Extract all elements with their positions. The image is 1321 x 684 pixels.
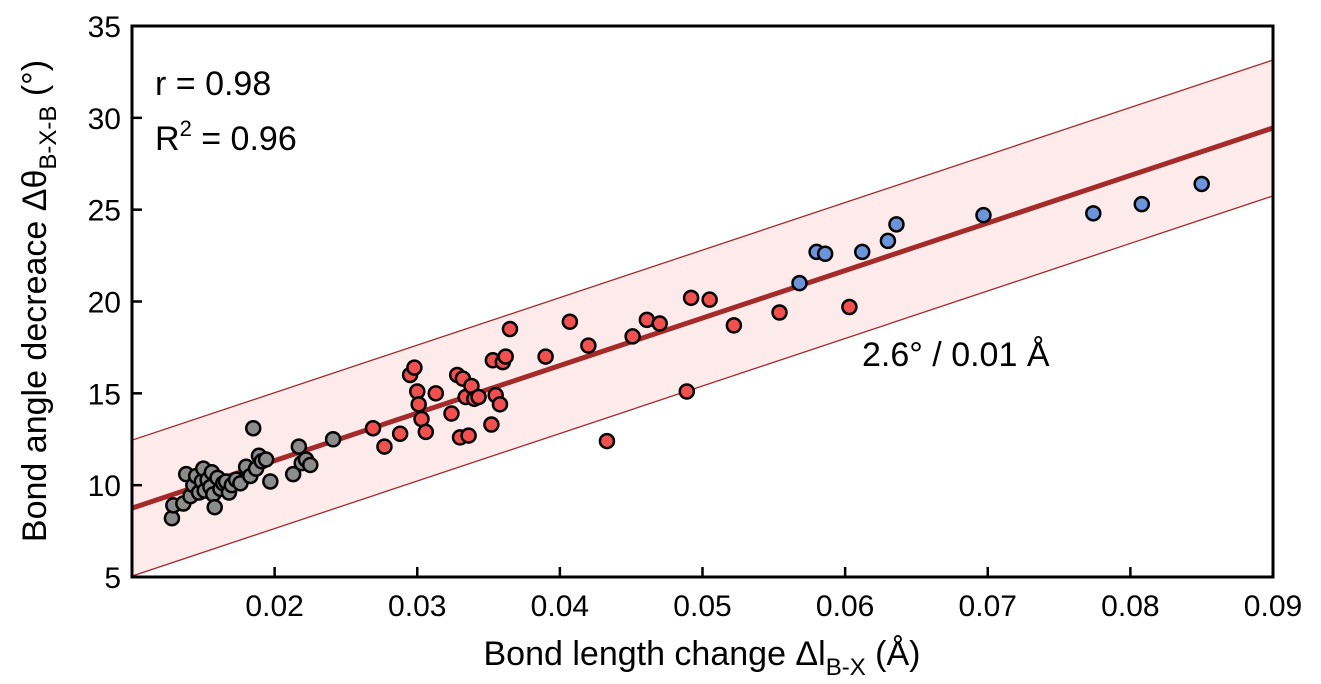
y-tick-label: 5 [104, 562, 121, 595]
data-point-red [491, 396, 509, 413]
data-point-gray [262, 473, 279, 490]
data-point-gray [284, 465, 302, 483]
data-point-blue [879, 232, 897, 250]
data-point-red [580, 337, 597, 354]
data-point-red [701, 291, 718, 308]
data-point-red [497, 348, 514, 365]
axis-ticks: 0.02 0.03 0.04 0.05 0.06 0.07 0.08 0.09 5 10 15 20 2… [88, 11, 1303, 623]
data-point-gray [206, 498, 223, 516]
data-point-blue [1193, 175, 1210, 193]
r-annotation: r = 0.98 [155, 65, 271, 103]
y-axis-label: Bond angle decreace ΔθB-X-B (°) [16, 60, 62, 542]
data-point-blue [816, 245, 834, 262]
data-point-blue [791, 274, 808, 292]
x-tick-label: 0.09 [1244, 590, 1302, 623]
data-point-red [678, 383, 696, 400]
x-axis-label: Bond length change ΔlB-X (Å) [484, 635, 921, 681]
data-point-red [417, 423, 435, 441]
data-point-blue [1133, 195, 1151, 213]
x-tick-label: 0.03 [388, 590, 446, 623]
x-tick-label: 0.08 [1101, 590, 1159, 623]
data-point-blue [1085, 205, 1102, 222]
x-tick-label: 0.06 [816, 590, 874, 623]
data-point-red [443, 405, 460, 422]
data-point-gray [244, 419, 262, 437]
data-point-blue [853, 243, 871, 261]
y-tick-label: 35 [88, 11, 121, 44]
x-tick-label: 0.02 [245, 590, 303, 623]
data-point-gray [324, 431, 342, 448]
x-tick-label: 0.05 [673, 590, 731, 623]
data-point-red [561, 313, 579, 330]
data-point-gray [302, 456, 319, 474]
band-upper-line [132, 59, 1273, 441]
data-point-red [651, 315, 668, 332]
data-point-red [427, 385, 445, 402]
data-point-red [460, 427, 477, 444]
data-point-red [483, 416, 500, 433]
data-point-red [501, 320, 519, 338]
data-point-blue [888, 216, 905, 233]
data-point-red [725, 317, 743, 334]
x-tick-label: 0.07 [959, 590, 1017, 623]
r2-annotation: R2 = 0.96 [155, 116, 297, 158]
slope-annotation: 2.6° / 0.01 Å [862, 336, 1050, 374]
data-point-red [624, 328, 641, 345]
data-point-red [841, 298, 858, 316]
data-point-red [682, 289, 700, 307]
data-point-gray [257, 451, 275, 468]
fit-line [132, 125, 1273, 511]
data-point-red [771, 304, 788, 321]
data-point-red [364, 419, 382, 437]
fit-line-group [132, 125, 1273, 511]
data-point-red [391, 425, 409, 442]
y-tick-label: 10 [88, 470, 121, 503]
y-tick-label: 25 [88, 195, 121, 228]
data-points [163, 175, 1210, 527]
data-point-red [376, 438, 393, 455]
x-tick-label: 0.04 [531, 590, 589, 623]
y-tick-label: 30 [88, 103, 121, 136]
data-point-blue [975, 206, 992, 224]
data-point-gray [290, 438, 308, 455]
data-point-red [470, 388, 487, 406]
data-point-red [598, 432, 616, 450]
data-point-red [410, 396, 427, 413]
y-tick-label: 20 [88, 287, 121, 320]
data-point-red [537, 348, 554, 365]
data-point-red [406, 359, 423, 376]
y-tick-label: 15 [88, 378, 121, 411]
band-lower-line [132, 195, 1273, 577]
